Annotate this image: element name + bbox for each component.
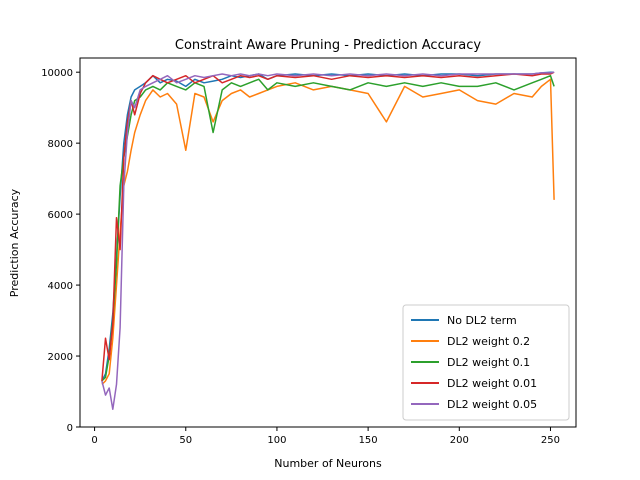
y-tick-label-5: 10000 — [41, 68, 73, 79]
y-tick-label-2: 4000 — [48, 281, 73, 292]
legend-label-1: DL2 weight 0.2 — [447, 335, 530, 348]
series-line-3 — [101, 71, 555, 381]
y-tick-label-1: 2000 — [48, 352, 73, 363]
plot-area — [101, 71, 555, 411]
y-tick-label-4: 8000 — [48, 139, 73, 150]
x-tick-label-3: 150 — [359, 435, 378, 446]
y-axis: 0 2000 4000 6000 8000 10000 — [41, 68, 80, 434]
plot-frame — [79, 57, 577, 428]
legend-label-4: DL2 weight 0.05 — [447, 398, 537, 411]
legend-label-0: No DL2 term — [447, 314, 517, 327]
chart-title: Constraint Aware Pruning - Prediction Ac… — [175, 38, 482, 53]
x-axis: 0 50 100 150 200 250 — [91, 427, 560, 446]
x-tick-label-4: 200 — [450, 435, 469, 446]
series-line-1 — [101, 78, 555, 385]
x-tick-label-0: 0 — [91, 435, 97, 446]
y-tick-label-3: 6000 — [48, 210, 73, 221]
y-axis-title: Prediction Accuracy — [8, 188, 21, 297]
x-tick-label-2: 100 — [267, 435, 286, 446]
legend-box — [402, 304, 570, 421]
legend-label-3: DL2 weight 0.01 — [447, 377, 537, 390]
x-tick-label-5: 250 — [541, 435, 560, 446]
x-tick-label-1: 50 — [179, 435, 192, 446]
legend-label-2: DL2 weight 0.1 — [447, 356, 530, 369]
x-axis-title: Number of Neurons — [274, 457, 382, 470]
legend: No DL2 term DL2 weight 0.2 DL2 weight 0.1 D… — [402, 304, 570, 421]
series-line-4 — [101, 71, 555, 411]
y-tick-label-0: 0 — [67, 423, 73, 434]
